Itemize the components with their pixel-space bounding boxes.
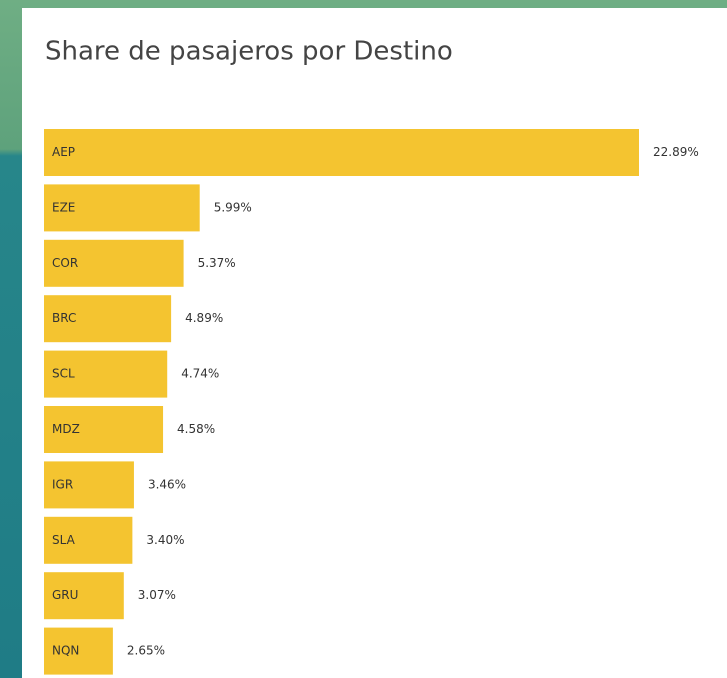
bar (44, 295, 172, 343)
value-label: 4.58% (177, 422, 215, 436)
bar (44, 516, 133, 564)
category-label: GRU (52, 588, 78, 602)
bar (44, 627, 113, 675)
category-label: NQN (52, 644, 79, 658)
value-label: 5.99% (214, 200, 252, 214)
bar (44, 461, 134, 509)
category-label: SCL (52, 367, 75, 381)
value-label: 3.40% (146, 533, 184, 547)
value-label: 3.07% (138, 588, 176, 602)
bar (44, 239, 184, 287)
value-label: 22.89% (653, 145, 699, 159)
category-label: COR (52, 256, 78, 270)
bar (44, 572, 124, 620)
category-label: SLA (52, 533, 76, 547)
category-label: EZE (52, 200, 75, 214)
bar (44, 406, 164, 453)
category-label: MDZ (52, 422, 80, 436)
value-label: 4.74% (181, 367, 219, 381)
bar (44, 350, 168, 398)
value-label: 5.37% (198, 256, 236, 270)
value-label: 2.65% (127, 644, 165, 658)
panel (22, 8, 727, 678)
value-label: 3.46% (148, 477, 186, 491)
category-label: IGR (52, 477, 73, 491)
value-label: 4.89% (185, 311, 223, 325)
bar (44, 184, 200, 232)
chart-title: Share de pasajeros por Destino (45, 37, 453, 67)
category-label: BRC (52, 311, 76, 325)
category-label: AEP (52, 145, 75, 159)
bar (44, 129, 639, 176)
